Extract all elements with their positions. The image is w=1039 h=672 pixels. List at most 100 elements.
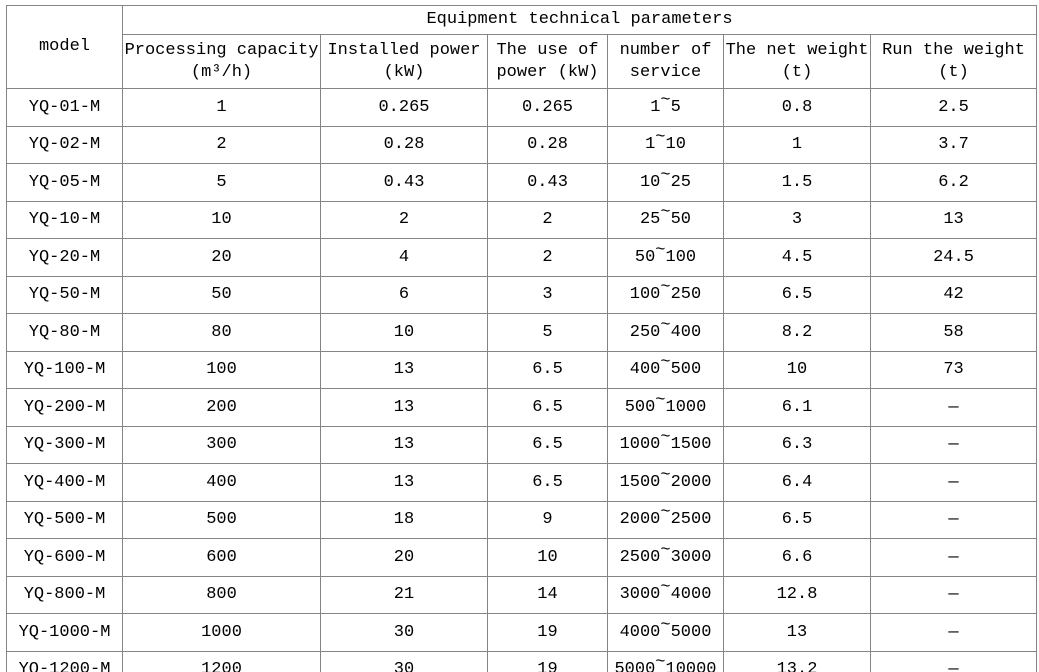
value-cell: 2 (320, 200, 488, 239)
equipment-parameters-page: model Equipment technical parameters Pro… (0, 5, 1039, 672)
value-cell: 2 (487, 238, 608, 277)
table-row: YQ-1000-M 1000 30 19 4000~5000 13— (6, 613, 1038, 652)
table-row: YQ-10-M 10 2 2 25~50 3 13 (6, 200, 1038, 239)
value-cell: 50~100 (607, 238, 724, 277)
value-cell: 18 (320, 500, 488, 539)
value-cell: 10 (320, 313, 488, 352)
value-cell: 58 (869, 313, 1038, 352)
column-header-line2: (m³/h) (190, 62, 253, 82)
value-cell: 2500~3000 (607, 538, 724, 577)
model-cell: YQ-02-M (6, 125, 123, 164)
value-cell: 12.8 (723, 575, 871, 614)
table-row: YQ-600-M 600 20 10 2500~3000 6.6— (6, 538, 1038, 577)
tilde-mark: ~ (660, 578, 671, 597)
value-cell: 300 (122, 425, 321, 464)
value-cell: 30 (320, 613, 488, 652)
model-cell: YQ-10-M (6, 200, 123, 239)
column-header-line1: The net weight (725, 41, 869, 61)
tilde-mark: ~ (655, 653, 666, 672)
model-cell: YQ-200-M (6, 388, 123, 427)
model-column-header: model (6, 5, 123, 89)
model-cell: YQ-800-M (6, 575, 123, 614)
model-cell: YQ-80-M (6, 313, 123, 352)
value-cell: 13 (723, 613, 871, 652)
value-cell: — (869, 538, 1038, 577)
table-row: YQ-500-M 500 18 9 2000~2500 6.5— (6, 500, 1038, 539)
value-cell: 250~400 (607, 313, 724, 352)
column-header-line1: Processing capacity (124, 41, 319, 61)
value-cell: 10 (122, 200, 321, 239)
value-cell: 13 (869, 200, 1038, 239)
value-cell: 2000~2500 (607, 500, 724, 539)
table-body: YQ-01-M 1 0.265 0.265 1~5 0.8 2.5 YQ-02-M 2 0.28 0… (6, 88, 1038, 672)
value-cell: 6.2 (869, 163, 1038, 202)
value-cell: 6.5 (723, 500, 871, 539)
value-cell: 6 (320, 275, 488, 314)
value-cell: 13 (320, 388, 488, 427)
value-cell: 200 (122, 388, 321, 427)
table-row: YQ-02-M 2 0.28 0.28 1~10 1 3.7 (6, 125, 1038, 164)
column-header-net-weight: The net weight (t) (723, 34, 871, 89)
column-header-line2: service (629, 62, 702, 82)
table-row: YQ-05-M 5 0.43 0.43 10~25 1.5 6.2 (6, 163, 1038, 202)
column-header-number-of-service: number of service (607, 34, 724, 89)
value-cell: 1.5 (723, 163, 871, 202)
value-cell: 3 (487, 275, 608, 314)
column-header-line1: number of (619, 41, 712, 61)
value-cell: 21 (320, 575, 488, 614)
value-cell: 6.4 (723, 463, 871, 502)
value-cell: 5 (122, 163, 321, 202)
tilde-mark: ~ (660, 503, 671, 522)
value-cell: 1~5 (607, 88, 724, 127)
value-cell: 19 (487, 650, 608, 672)
value-cell: 400 (122, 463, 321, 502)
tilde-mark: ~ (660, 315, 671, 335)
value-cell: 80 (122, 313, 321, 352)
value-cell: 42 (869, 275, 1038, 314)
value-cell: — (869, 650, 1038, 672)
value-cell: 0.43 (487, 163, 608, 202)
value-cell: 25~50 (607, 200, 724, 239)
value-cell: 20 (320, 538, 488, 577)
value-cell: 0.265 (487, 88, 608, 127)
value-cell: 1 (122, 88, 321, 127)
table-row: YQ-300-M 300 13 6.5 1000~1500 6.3— (6, 425, 1038, 464)
value-cell: 0.28 (487, 125, 608, 164)
tilde-mark: ~ (655, 240, 666, 260)
value-cell: 1200 (122, 650, 321, 672)
value-cell: 10~25 (607, 163, 724, 202)
table-row: YQ-100-M 100 13 6.5 400~500 10 73 (6, 350, 1038, 389)
tilde-mark: ~ (660, 203, 671, 222)
table-row: YQ-20-M 20 4 2 50~100 4.5 24.5 (6, 238, 1038, 277)
column-header-line1: Run the weight (882, 41, 1025, 61)
value-cell: 4.5 (723, 238, 871, 277)
value-cell: 3.7 (869, 125, 1038, 164)
value-cell: 20 (122, 238, 321, 277)
column-header-run-weight: Run the weight (t) (869, 34, 1038, 89)
value-cell: — (869, 388, 1038, 427)
value-cell: 600 (122, 538, 321, 577)
value-cell: 6.6 (723, 538, 871, 577)
tilde-mark: ~ (660, 90, 671, 110)
value-cell: 13.2 (723, 650, 871, 672)
value-cell: 6.1 (723, 388, 871, 427)
tilde-mark: ~ (660, 615, 671, 635)
equipment-parameters-table: model Equipment technical parameters Pro… (6, 5, 1038, 672)
value-cell: 3 (723, 200, 871, 239)
table-title-row: model Equipment technical parameters (6, 5, 1038, 89)
value-cell: 73 (869, 350, 1038, 389)
value-cell: 1~10 (607, 125, 724, 164)
value-cell: 9 (487, 500, 608, 539)
table-row: YQ-1200-M 1200 30 19 5000~10000 13.2— (6, 650, 1038, 672)
value-cell: 19 (487, 613, 608, 652)
table-title: Equipment technical parameters (121, 5, 1038, 35)
column-header-line2: (t) (938, 62, 969, 82)
table-row: YQ-400-M 400 13 6.5 1500~2000 6.4— (6, 463, 1038, 502)
column-header-line2: (t) (781, 62, 813, 82)
value-cell: 0.43 (320, 163, 488, 202)
model-cell: YQ-400-M (6, 463, 123, 502)
value-cell: 14 (487, 575, 608, 614)
model-cell: YQ-300-M (6, 425, 123, 464)
value-cell: 100~250 (607, 275, 724, 314)
value-cell: 13 (320, 463, 488, 502)
